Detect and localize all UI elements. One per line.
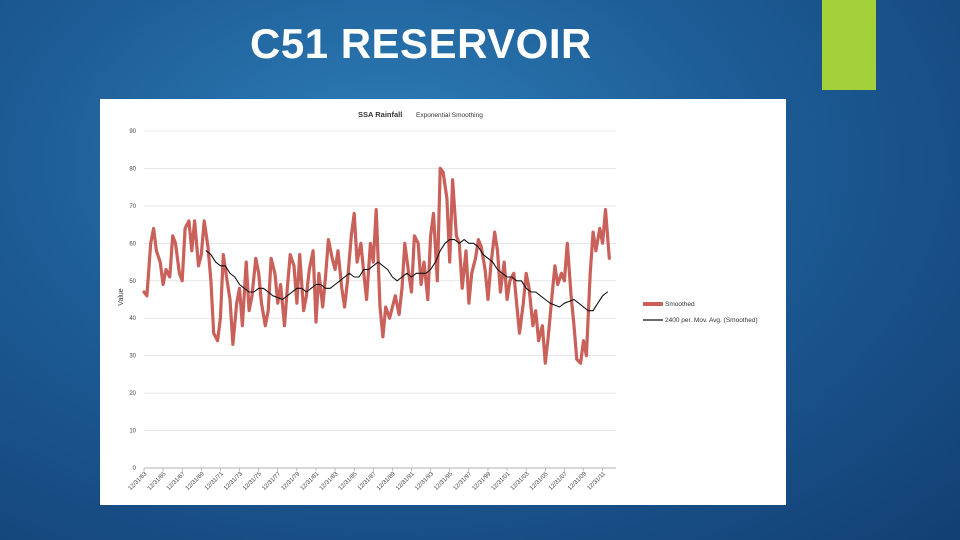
y-tick-label: 60 (129, 241, 136, 247)
y-tick-label: 0 (133, 466, 137, 472)
x-tick-label: 12/31/77 (261, 471, 282, 492)
x-tick-label: 12/31/97 (453, 471, 474, 492)
y-tick-label: 90 (129, 129, 136, 135)
x-tick-labels: 12/31/6312/31/6512/31/6712/31/6912/31/71… (128, 468, 608, 492)
x-tick-label: 12/31/85 (338, 471, 359, 492)
x-tick-label: 12/31/95 (433, 471, 454, 492)
legend: Smoothed 2400 per. Mov. Avg. (Smoothed) (643, 301, 758, 324)
x-tick-label: 12/31/65 (147, 471, 168, 492)
slide-title: C51 RESERVOIR (250, 20, 592, 67)
x-tick-label: 12/31/11 (587, 471, 608, 492)
y-tick-label: 20 (129, 391, 136, 397)
x-tick-label: 12/31/83 (319, 471, 340, 492)
y-tick-label: 70 (129, 204, 136, 210)
legend-label-smoothed: Smoothed (665, 301, 695, 308)
chart-title: SSA Rainfall (358, 110, 402, 119)
x-tick-label: 12/31/79 (281, 471, 302, 492)
x-tick-label: 12/31/87 (357, 471, 378, 492)
y-tick-label: 50 (129, 279, 136, 285)
series-smoothed-line (142, 166, 611, 365)
x-tick-label: 12/31/75 (242, 471, 263, 492)
x-tick-label: 12/31/89 (376, 471, 397, 492)
accent-bar (822, 0, 876, 90)
chart-card: 0 10 20 30 40 50 60 70 80 90 12/31/63 12/31/65 12/3… (100, 99, 786, 505)
x-tick-label: 12/31/67 (166, 471, 187, 492)
y-tick-label: 40 (129, 316, 136, 322)
x-tick-label: 12/31/73 (223, 471, 244, 492)
x-tick-label: 12/31/03 (510, 471, 531, 492)
chart-subtitle: Exponential Smoothing (416, 112, 483, 119)
x-tick-label: 12/31/07 (548, 471, 569, 492)
x-tick-label: 12/31/71 (204, 471, 225, 492)
x-tick-label: 12/31/99 (472, 471, 493, 492)
x-tick-label: 12/31/93 (414, 471, 435, 492)
series-moving-average-line (205, 239, 608, 312)
y-tick-labels: 0 10 20 30 40 50 60 70 80 90 (129, 129, 136, 472)
x-tick-label: 12/31/81 (300, 471, 321, 492)
y-axis-label: Value (118, 288, 125, 305)
x-tick-label: 12/31/69 (185, 471, 206, 492)
y-tick-label: 30 (129, 354, 136, 360)
x-tick-label: 12/31/05 (529, 471, 550, 492)
x-tick-label: 12/31/01 (491, 471, 512, 492)
series-lines (142, 166, 611, 365)
x-tick-label: 12/31/91 (395, 471, 416, 492)
x-tick-label: 12/31/09 (567, 471, 588, 492)
y-tick-label: 10 (129, 429, 136, 435)
y-tick-label: 80 (129, 166, 136, 172)
legend-label-moving-average: 2400 per. Mov. Avg. (Smoothed) (665, 317, 758, 324)
x-tick-label: 12/31/63 (128, 471, 149, 492)
